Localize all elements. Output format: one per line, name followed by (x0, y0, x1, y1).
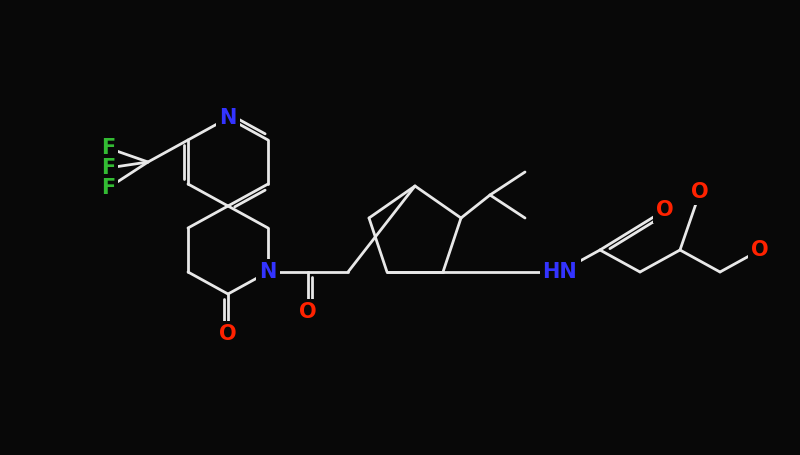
Text: O: O (219, 324, 237, 344)
Text: O: O (299, 302, 317, 322)
Text: N: N (219, 108, 237, 128)
Text: O: O (751, 240, 769, 260)
Text: N: N (259, 262, 277, 282)
Text: F: F (101, 178, 115, 198)
Text: F: F (101, 138, 115, 158)
Text: HN: HN (542, 262, 578, 282)
Text: O: O (656, 200, 674, 220)
Text: O: O (691, 182, 709, 202)
Text: F: F (101, 158, 115, 178)
